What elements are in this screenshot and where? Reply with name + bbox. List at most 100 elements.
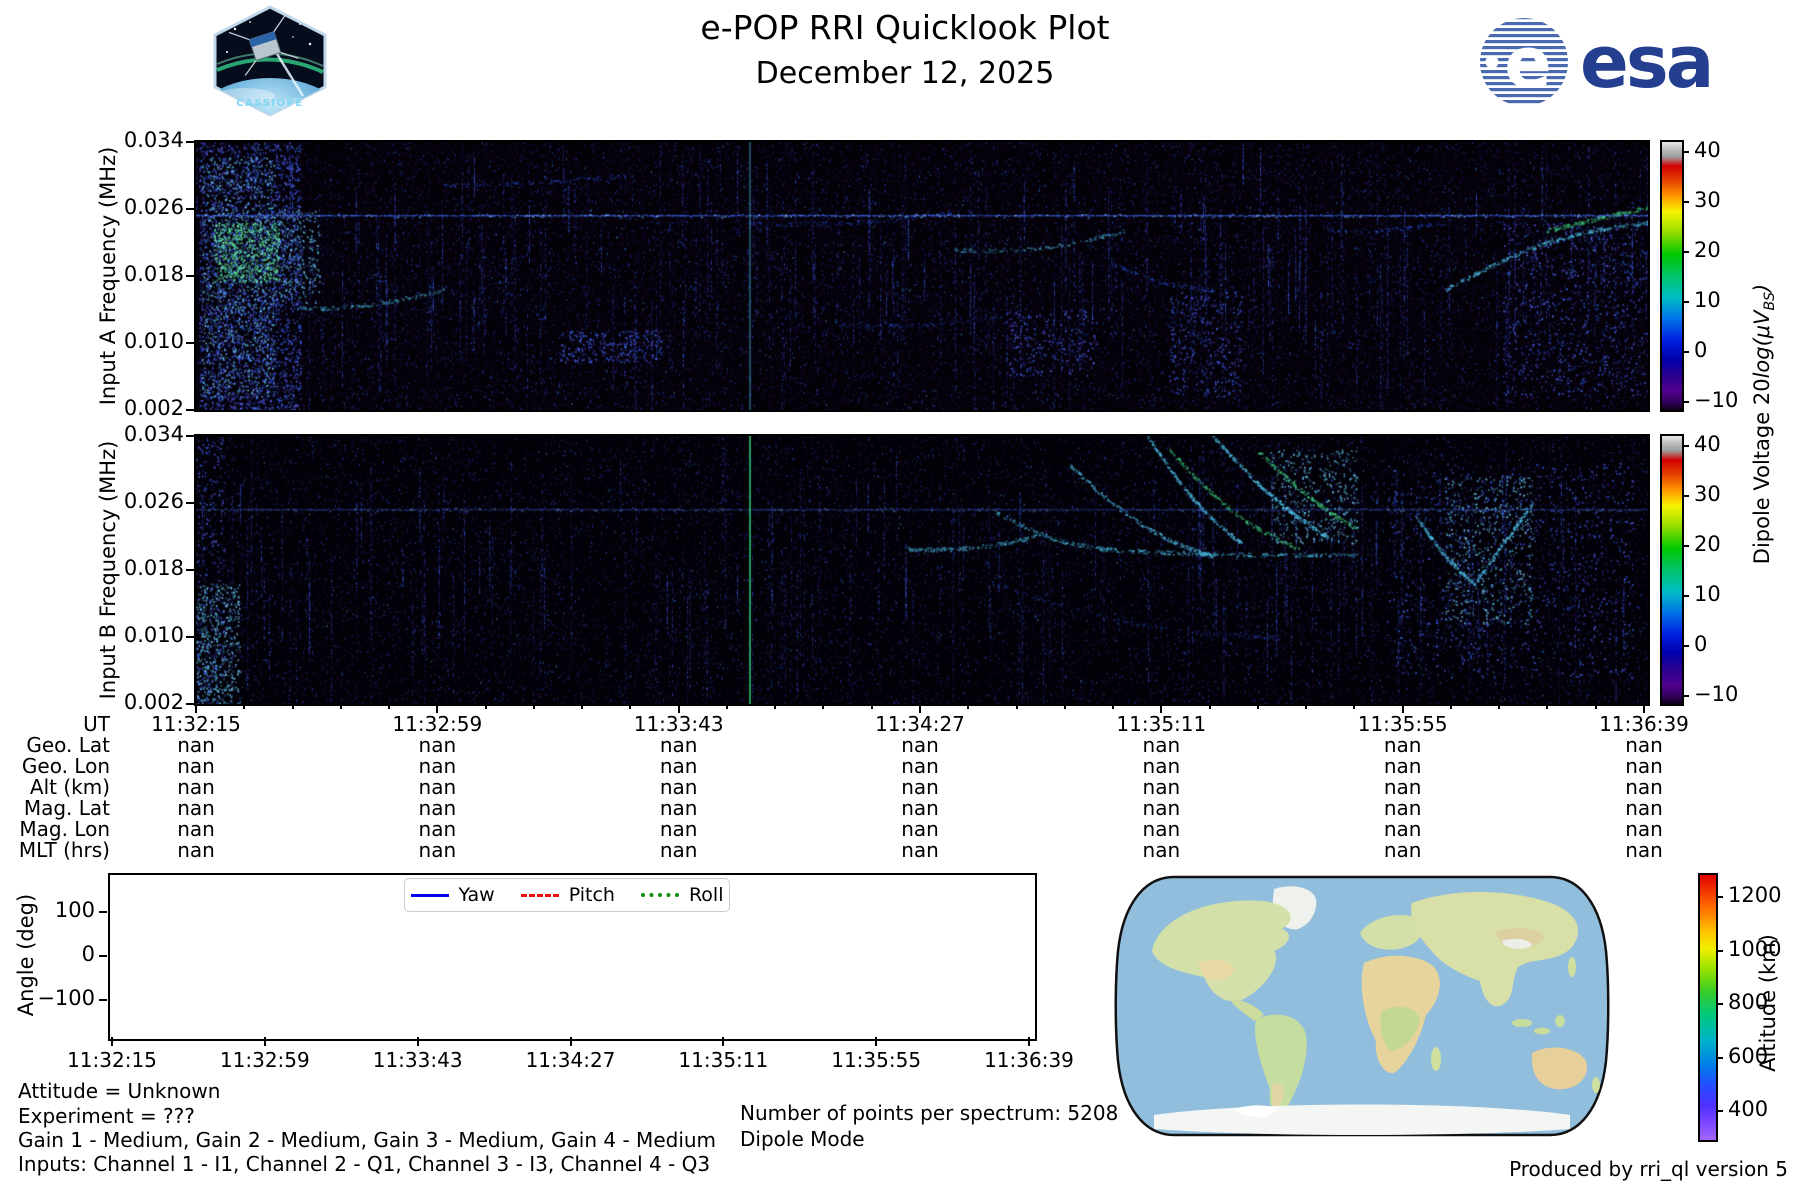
freq-tick-label: 0.034 (123, 128, 184, 152)
ephemeris-nan-cell: nan (1625, 838, 1663, 862)
colorbar-tick-mark (1682, 301, 1689, 304)
ephemeris-nan-cell: nan (1142, 796, 1181, 820)
ephemeris-row-label: MLT (hrs) (18, 838, 110, 862)
ephemeris-nan-cell: nan (659, 733, 698, 757)
altitude-tick-mark (1716, 1003, 1723, 1006)
ephemeris-nan-cell: nan (177, 754, 215, 778)
ephemeris-nan-cell: nan (901, 838, 939, 862)
angle-xtick-label: 11:36:39 (984, 1048, 1074, 1072)
cassiope-logo: CASSIOPE (205, 4, 335, 118)
colorbar-tick-mark (1682, 495, 1689, 498)
ephemeris-nan-cell: nan (1625, 775, 1663, 799)
colorbar-altitude (1698, 873, 1718, 1142)
ephemeris-row-label: Alt (km) (29, 775, 110, 799)
colorbar-tick-mark (1682, 251, 1689, 254)
time-axis-tick (1305, 704, 1308, 709)
altitude-tick-label: 1200 (1728, 883, 1782, 908)
legend-label-pitch: Pitch (568, 884, 615, 906)
time-axis-tick (870, 704, 873, 709)
altitude-tick-mark (1716, 949, 1723, 952)
colorbar-tick-label: 40 (1694, 432, 1721, 457)
ephemeris-nan-cell: nan (901, 775, 939, 799)
time-axis-tick (822, 704, 825, 709)
world-map (1114, 875, 1610, 1137)
time-axis-tick (919, 704, 921, 713)
angle-ytick-label: 100 (54, 898, 95, 922)
spectrogram-panel-a (194, 140, 1650, 412)
ephemeris-nan-cell: nan (1142, 733, 1181, 757)
ephemeris-nan-cell: nan (659, 775, 698, 799)
ut-time-label: 11:32:15 (151, 712, 241, 736)
time-axis-tick (388, 704, 391, 709)
angle-ytick-label: 0 (81, 942, 95, 966)
freq-tick-mark (186, 435, 194, 437)
time-axis-tick (195, 704, 197, 713)
ephemeris-nan-cell: nan (1383, 838, 1422, 862)
ephemeris-row-label: Geo. Lat (26, 733, 110, 757)
ephemeris-nan-cell: nan (1625, 796, 1663, 820)
svg-text:e: e (1504, 22, 1551, 104)
cassiope-wordmark: CASSIOPE (236, 98, 303, 109)
ut-time-label: 11:36:39 (1599, 712, 1689, 736)
freq-tick-label: 0.026 (123, 195, 184, 219)
angle-xtick-label: 11:32:59 (219, 1048, 310, 1072)
colorbar-label: Dipole Voltage 20log(μVBS) (1750, 284, 1778, 564)
time-axis-tick (581, 704, 584, 709)
ephemeris-nan-cell: nan (177, 838, 215, 862)
angle-xtick-mark (722, 1037, 725, 1046)
colorbar-tick-mark (1682, 695, 1689, 698)
ephemeris-nan-cell: nan (1383, 775, 1422, 799)
ephemeris-row-label: Geo. Lon (21, 754, 110, 778)
altitude-tick-label: 400 (1728, 1097, 1769, 1122)
ephemeris-nan-cell: nan (659, 796, 698, 820)
angle-xtick-label: 11:34:27 (525, 1048, 616, 1072)
freq-tick-mark (186, 208, 194, 210)
colorbar-tick-label: 30 (1694, 482, 1721, 507)
ut-time-label: 11:33:43 (633, 712, 724, 736)
angle-ytick-label: −100 (37, 986, 95, 1010)
freq-tick-mark (186, 275, 194, 277)
freq-tick-label: 0.018 (123, 262, 184, 286)
time-axis-tick (1546, 704, 1549, 709)
colorbar-tick-label: 10 (1694, 582, 1721, 607)
time-axis-tick (1353, 704, 1356, 709)
time-axis-tick (677, 704, 680, 713)
angle-xtick-label: 11:35:11 (678, 1048, 769, 1072)
ephemeris-nan-cell: nan (418, 754, 457, 778)
roll-line-sample (640, 893, 679, 897)
freq-tick-mark (186, 409, 194, 411)
legend-label-roll: Roll (688, 884, 724, 906)
cassiope-logo-graphic: CASSIOPE (213, 5, 327, 117)
angle-xtick-label: 11:35:55 (831, 1048, 922, 1072)
time-axis-tick (774, 704, 777, 709)
colorbar-label-math: log(μV (1749, 310, 1774, 379)
yaw-line-sample (410, 893, 449, 897)
ephemeris-nan-cell: nan (177, 817, 215, 841)
ut-time-label: 11:32:59 (392, 712, 483, 736)
time-axis-tick (1112, 704, 1115, 709)
ephemeris-row-label: UT (83, 712, 110, 736)
colorbar-panel-b (1660, 434, 1684, 706)
legend-label-yaw: Yaw (458, 884, 495, 906)
ephemeris-nan-cell: nan (1142, 754, 1181, 778)
time-axis-tick (1160, 704, 1163, 713)
time-axis-tick (532, 704, 535, 709)
time-axis-tick (339, 704, 342, 709)
freq-tick-mark (186, 141, 194, 143)
freq-tick-label: 0.034 (123, 422, 184, 446)
colorbar-tick-mark (1682, 445, 1689, 448)
colorbar-tick-mark (1682, 595, 1689, 598)
colorbar-label-close: ) (1749, 283, 1774, 292)
angle-xtick-mark (569, 1037, 572, 1046)
ephemeris-nan-cell: nan (418, 733, 457, 757)
experiment-text: Experiment = ??? (18, 1104, 195, 1128)
colorbar-tick-mark (1682, 351, 1689, 354)
legend-item-yaw: Yaw (410, 884, 495, 906)
produced-by-text: Produced by rri_ql version 5 (1509, 1157, 1788, 1181)
freq-tick-label: 0.002 (123, 690, 184, 714)
legend-item-roll: Roll (640, 884, 724, 906)
colorbar-tick-mark (1682, 645, 1689, 648)
freq-tick-mark (186, 703, 194, 705)
altitude-tick-mark (1716, 1056, 1723, 1059)
